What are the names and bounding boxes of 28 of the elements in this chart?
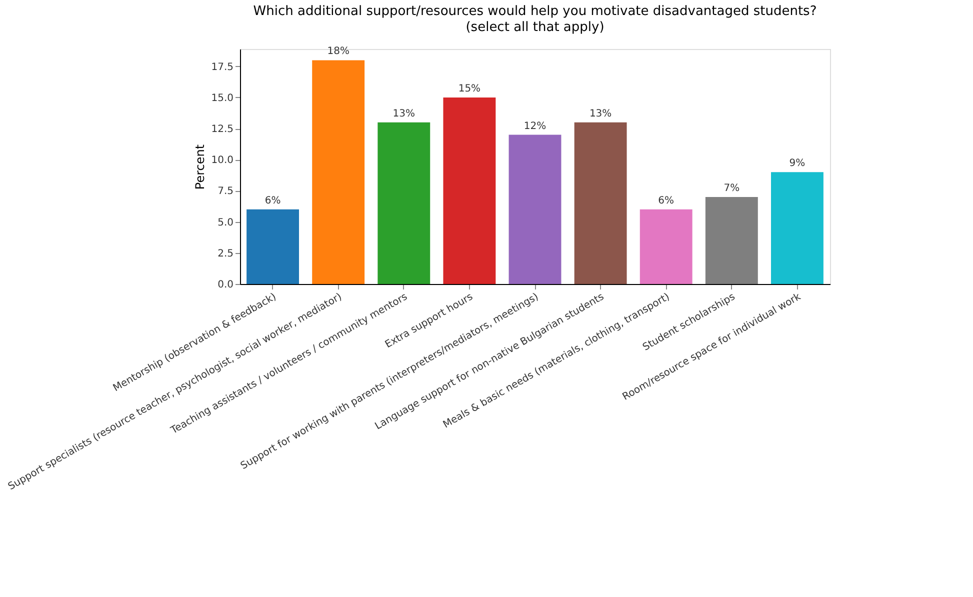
data-label: 12% [524, 120, 546, 132]
bar [378, 122, 430, 284]
data-label: 15% [458, 83, 481, 94]
y-tick-label: 5.0 [218, 217, 234, 228]
y-tick-label: 17.5 [211, 62, 234, 73]
y-tick-label: 12.5 [211, 124, 234, 136]
chart-title: Which additional support/resources would help you motivate disadvantaged students? [253, 4, 817, 20]
data-label: 6% [264, 195, 281, 206]
y-axis-title: Percent [193, 144, 208, 190]
data-label: 18% [327, 46, 350, 58]
bar [312, 60, 365, 284]
data-label: 13% [392, 108, 416, 120]
data-label: 9% [789, 158, 806, 170]
bar [771, 172, 824, 284]
bar [574, 122, 627, 284]
bar [443, 97, 496, 284]
bar [640, 209, 692, 284]
data-label: 13% [589, 108, 612, 120]
chart-subtitle: (select all that apply) [466, 20, 604, 36]
data-label: 6% [658, 195, 674, 206]
y-tick-label: 2.5 [218, 248, 234, 260]
y-tick-label: 15.0 [211, 92, 234, 104]
y-tick-label: 10.0 [211, 155, 234, 166]
data-label: 7% [724, 182, 740, 194]
y-tick-label: 0.0 [218, 280, 234, 290]
bar [246, 209, 299, 284]
bar [508, 134, 562, 284]
y-tick-label: 7.5 [218, 186, 234, 198]
